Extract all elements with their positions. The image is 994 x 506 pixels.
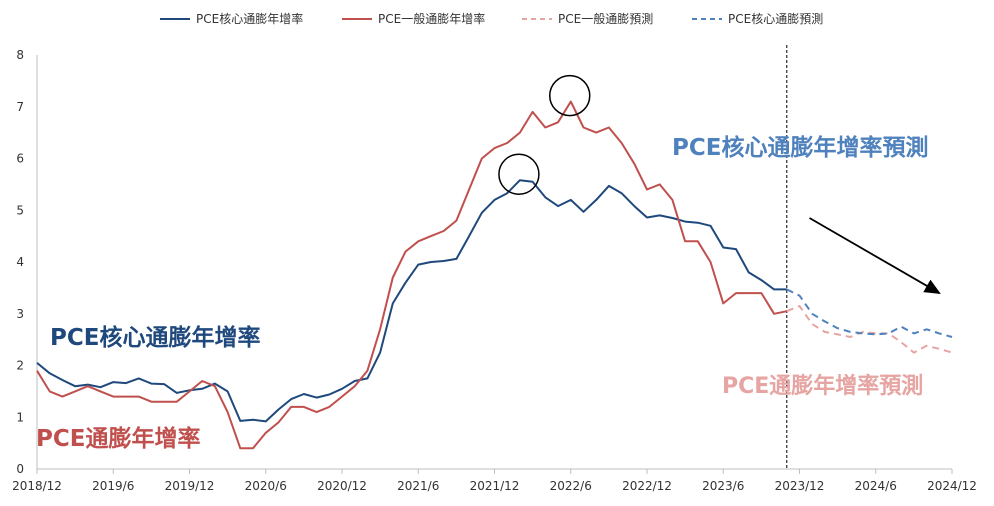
y-tick-label: 2 xyxy=(16,359,24,373)
peak-circle-1 xyxy=(549,74,591,117)
x-tick-label: 2022/6 xyxy=(550,479,592,493)
series-line-2 xyxy=(36,100,788,450)
core-forecast-label: PCE核心通膨年增率預測 xyxy=(672,134,928,161)
x-tick-label: 2019/12 xyxy=(165,479,215,493)
legend-label-1: PCE核心通膨年增率 xyxy=(196,11,303,26)
y-tick-label: 4 xyxy=(16,255,24,269)
annotation-layer xyxy=(498,74,941,294)
y-tick-label: 0 xyxy=(16,462,24,476)
y-tick-label: 5 xyxy=(16,203,24,217)
x-tick-label: 2018/12 xyxy=(12,479,62,493)
legend-label-3: PCE一般通膨預測 xyxy=(558,11,653,26)
x-tick-label: 2019/6 xyxy=(92,479,134,493)
y-tick-label: 7 xyxy=(16,100,24,114)
x-tick-label: 2023/12 xyxy=(775,479,825,493)
y-tick-label: 6 xyxy=(16,152,24,166)
y-tick-label: 3 xyxy=(16,307,24,321)
x-tick-label: 2022/12 xyxy=(622,479,672,493)
y-tick-label: 1 xyxy=(16,410,24,424)
x-tick-label: 2021/6 xyxy=(397,479,439,493)
peak-circle-2 xyxy=(498,153,540,195)
series-line-1 xyxy=(36,179,787,423)
legend-label-2: PCE一般通膨年增率 xyxy=(378,11,485,26)
axes: 0 1 2 3 4 5 6 7 8 2018/12 2019/6 2019/12 2020/6 2020/… xyxy=(12,45,977,493)
y-tick-label: 8 xyxy=(16,48,24,62)
headline-series-label: PCE通膨年增率 xyxy=(36,425,200,452)
trend-arrow xyxy=(809,217,941,294)
series-line-4 xyxy=(786,288,953,338)
x-tick-label: 2024/6 xyxy=(855,479,897,493)
series-layer xyxy=(36,100,953,450)
x-tick-label: 2023/6 xyxy=(702,479,744,493)
x-tick-label: 2021/12 xyxy=(470,479,520,493)
legend-label-4: PCE核心通膨預測 xyxy=(728,12,823,26)
series-line-3 xyxy=(786,305,953,354)
x-tick-label: 2020/6 xyxy=(245,479,287,493)
x-tick-label: 2020/12 xyxy=(317,479,367,493)
legend: PCE核心通膨年增率 PCE一般通膨年增率 PCE一般通膨預測 PCE核心通膨預測 xyxy=(160,11,823,26)
headline-forecast-label: PCE通膨年增率預測 xyxy=(722,373,923,399)
x-tick-label: 2024/12 xyxy=(927,479,977,493)
core-series-label: PCE核心通膨年增率 xyxy=(50,324,260,351)
